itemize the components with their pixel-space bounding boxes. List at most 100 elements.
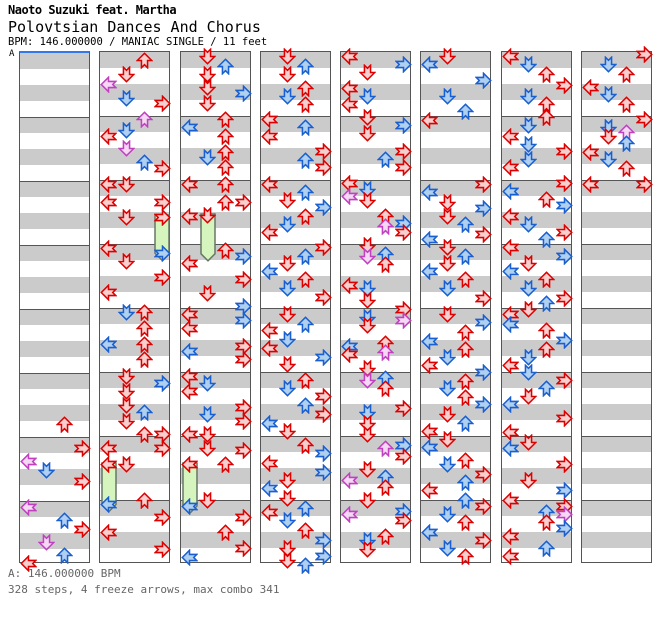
beat-row (502, 276, 571, 292)
note-down-icon (118, 209, 136, 226)
note-right-icon (555, 331, 573, 349)
beat-row (20, 149, 89, 165)
note-down-icon (439, 405, 457, 423)
note-right-icon (153, 245, 171, 263)
note-right-icon (234, 312, 252, 330)
note-down-icon (199, 47, 217, 65)
note-up-icon (296, 58, 314, 75)
note-down-icon (279, 216, 297, 234)
note-left-icon (261, 414, 279, 432)
note-up-icon (216, 127, 234, 145)
beat-row (261, 276, 330, 292)
beat-row (261, 340, 330, 356)
note-down-icon (118, 413, 136, 430)
note-left-icon (261, 176, 279, 194)
measure-panel (99, 51, 171, 563)
note-up-icon (135, 110, 153, 128)
beat-row (20, 245, 89, 261)
note-left-icon (502, 315, 520, 333)
beat-row (20, 309, 89, 325)
footer-bpm-readout: A: 146.000000 BPM (8, 567, 121, 580)
note-down-icon (279, 305, 297, 323)
note-left-icon (502, 528, 520, 546)
note-down-icon (520, 433, 538, 451)
note-up-icon (296, 207, 314, 225)
note-down-icon (279, 87, 297, 105)
note-left-icon (502, 395, 520, 413)
note-up-icon (456, 373, 474, 391)
beat-row (582, 548, 651, 564)
note-left-icon (341, 187, 359, 205)
beat-row (502, 532, 571, 548)
note-up-icon (537, 66, 555, 83)
note-right-icon (474, 72, 492, 90)
beat-row (100, 372, 169, 388)
beat-row (341, 276, 410, 292)
note-left-icon (502, 262, 520, 280)
note-left-icon (502, 440, 520, 458)
note-left-icon (421, 481, 439, 499)
note-right-icon (555, 224, 573, 242)
beat-row (100, 84, 169, 100)
beat-row (502, 84, 571, 100)
note-right-icon (555, 289, 573, 307)
note-up-icon (537, 322, 555, 339)
beat-row (582, 228, 651, 244)
note-up-icon (55, 511, 73, 529)
beat-row (582, 244, 651, 260)
note-up-icon (376, 528, 394, 546)
note-right-icon (234, 297, 252, 315)
note-up-icon (456, 216, 474, 234)
note-down-icon (359, 541, 377, 558)
note-left-icon (100, 496, 118, 514)
note-down-icon (439, 305, 457, 323)
note-up-icon (456, 341, 474, 359)
note-left-icon (181, 549, 199, 567)
beat-row (582, 52, 651, 68)
note-up-icon (216, 242, 234, 259)
beat-row (181, 404, 250, 420)
note-down-icon (359, 247, 377, 265)
note-down-icon (359, 371, 377, 389)
note-down-icon (520, 136, 538, 154)
note-down-icon (359, 64, 377, 82)
beat-row (582, 420, 651, 436)
beat-row (20, 229, 89, 245)
beat-row (20, 133, 89, 149)
note-left-icon (100, 193, 118, 211)
measure-panel (180, 47, 252, 567)
note-up-icon (135, 426, 153, 443)
beat-row (341, 116, 410, 132)
beat-row (20, 117, 89, 133)
note-up-icon (216, 456, 234, 474)
note-down-icon (359, 109, 377, 126)
note-left-icon (421, 333, 439, 351)
note-right-icon (474, 313, 492, 331)
note-down-icon (118, 253, 136, 270)
beat-row (181, 372, 250, 388)
beat-row (421, 52, 490, 68)
beat-row (20, 357, 89, 373)
beat-row (582, 148, 651, 164)
beat-row (582, 260, 651, 276)
beat-row (502, 52, 571, 68)
note-up-icon (376, 256, 394, 274)
beat-row (582, 404, 651, 420)
note-right-icon (153, 94, 171, 112)
note-right-icon (394, 400, 412, 418)
note-down-icon (439, 87, 457, 105)
note-right-icon (153, 440, 171, 458)
note-up-icon (216, 58, 234, 75)
note-down-icon (279, 472, 297, 490)
note-up-icon (296, 184, 314, 202)
note-right-icon (73, 473, 91, 491)
note-right-icon (314, 238, 332, 256)
note-left-icon (181, 176, 199, 194)
beat-row (261, 116, 330, 132)
note-right-icon (555, 247, 573, 265)
note-down-icon (600, 85, 618, 103)
note-down-icon (38, 534, 56, 551)
note-left-icon (421, 112, 439, 130)
note-right-icon (153, 509, 171, 527)
beat-row (20, 421, 89, 437)
